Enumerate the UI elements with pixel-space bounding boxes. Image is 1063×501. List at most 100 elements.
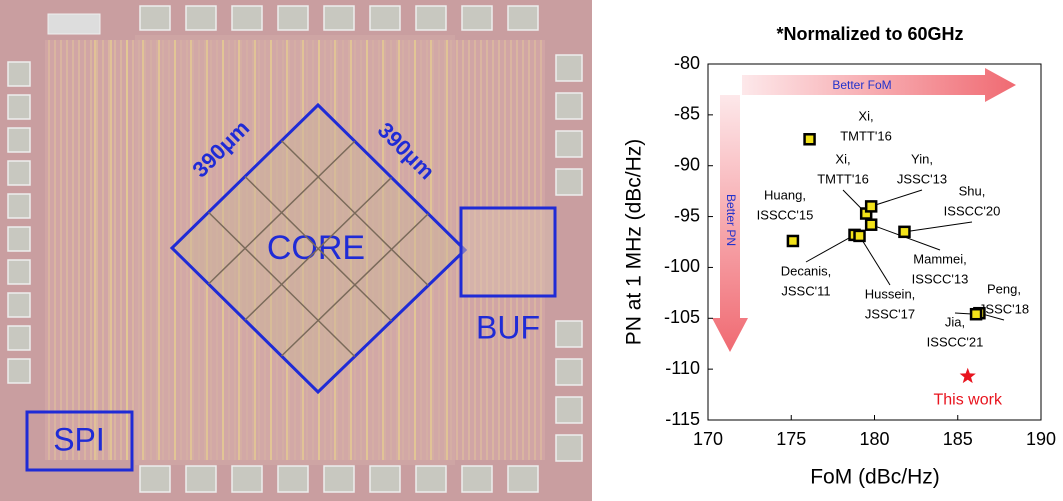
this-work-marker <box>959 367 976 384</box>
point-label: JSSC'18 <box>979 301 1029 316</box>
pad <box>7 193 31 219</box>
pad <box>461 465 493 493</box>
x-tick-label: 190 <box>1026 429 1056 449</box>
point-label: JSSC'17 <box>865 306 915 321</box>
point-label: ISSCC'15 <box>757 207 814 222</box>
pad <box>507 465 539 493</box>
x-tick-label: 170 <box>693 429 723 449</box>
point-label: Huang, <box>764 187 806 202</box>
pad <box>231 5 263 31</box>
annotation: Better FoM <box>832 78 891 92</box>
point-label: Jia, <box>945 314 965 329</box>
point-label: Xi, <box>858 108 873 123</box>
pads <box>7 5 583 493</box>
leader-line <box>904 221 973 233</box>
point-label: TMTT'16 <box>817 171 869 186</box>
pad <box>555 320 583 348</box>
fom-arrow <box>742 68 1016 102</box>
point-label: Xi, <box>835 151 850 166</box>
point-label: JSSC'11 <box>781 283 830 298</box>
pad <box>415 465 447 493</box>
point-label: Yin, <box>911 151 933 166</box>
point <box>969 307 983 321</box>
pad <box>139 465 171 493</box>
pad <box>7 325 31 351</box>
pad <box>185 5 217 31</box>
pad <box>7 160 31 186</box>
pad <box>7 259 31 285</box>
pad <box>555 358 583 386</box>
this-work-label: This work <box>934 391 1003 408</box>
core-grid <box>207 211 356 358</box>
point-label: ISSCC'20 <box>944 203 1001 218</box>
pad <box>555 54 583 82</box>
x-tick-label: 175 <box>776 429 806 449</box>
y-tick-label: -90 <box>674 154 700 174</box>
x-axis-label: FoM (dBc/Hz) <box>810 466 940 489</box>
pad <box>185 465 217 493</box>
core-label: CORE <box>267 229 365 267</box>
pad <box>323 465 355 493</box>
point-label: TMTT'16 <box>840 128 892 143</box>
pad <box>7 226 31 252</box>
x-tick-label: 185 <box>943 429 973 449</box>
leader-line <box>871 189 923 207</box>
y-tick-label: -95 <box>674 205 700 225</box>
pad <box>139 5 171 31</box>
pad <box>7 127 31 153</box>
point-label: Peng, <box>987 281 1021 296</box>
point <box>786 234 800 248</box>
pad <box>415 5 447 31</box>
y-tick-label: -105 <box>664 307 700 327</box>
point-label: ISSCC'13 <box>912 271 969 286</box>
pad <box>7 61 31 87</box>
point-label: ISSCC'21 <box>927 334 984 349</box>
point <box>898 225 911 239</box>
y-axis-label: PN at 1 MHz (dBc/Hz) <box>623 139 646 346</box>
pad <box>47 13 101 35</box>
x-tick-label: 180 <box>859 429 889 449</box>
y-tick-label: -100 <box>664 256 700 276</box>
point <box>864 218 878 231</box>
pad <box>461 5 493 31</box>
pad <box>231 465 263 493</box>
annotation: Better PN <box>724 194 738 246</box>
pad <box>555 396 583 424</box>
plot-area <box>707 63 1042 421</box>
pad <box>7 292 31 318</box>
y-tick-label: -85 <box>674 104 700 124</box>
buffer-outline <box>459 206 557 298</box>
point-label: Decanis, <box>781 263 832 278</box>
y-tick-label: -80 <box>674 53 700 73</box>
spi-label: SPI <box>53 421 105 457</box>
micrograph: 390μm 390μm CORE BUF SPI <box>0 0 592 501</box>
buffer-label: BUF <box>476 309 540 345</box>
point <box>803 133 816 146</box>
pad <box>369 5 401 31</box>
point-label: JSSC'13 <box>897 171 947 186</box>
point-label: Shu, <box>959 183 986 198</box>
pad <box>555 168 583 196</box>
point-label: Hussein, <box>865 286 916 301</box>
pad <box>277 465 309 493</box>
point-label: Mammei, <box>913 251 966 266</box>
pad <box>369 465 401 493</box>
pad <box>7 94 31 120</box>
core-grid <box>244 176 393 321</box>
y-tick-label: -115 <box>665 409 700 429</box>
leader-line <box>859 235 891 286</box>
pad <box>555 130 583 158</box>
pad <box>323 5 355 31</box>
pad <box>507 5 539 31</box>
spi-outline <box>25 410 134 472</box>
core-grid <box>280 213 429 357</box>
point <box>864 200 878 213</box>
chart-title: *Normalized to 60GHz <box>776 24 963 44</box>
pn-arrow <box>712 95 748 352</box>
pad <box>555 434 583 462</box>
pad <box>555 92 583 120</box>
point <box>853 229 866 243</box>
pad <box>7 358 31 384</box>
